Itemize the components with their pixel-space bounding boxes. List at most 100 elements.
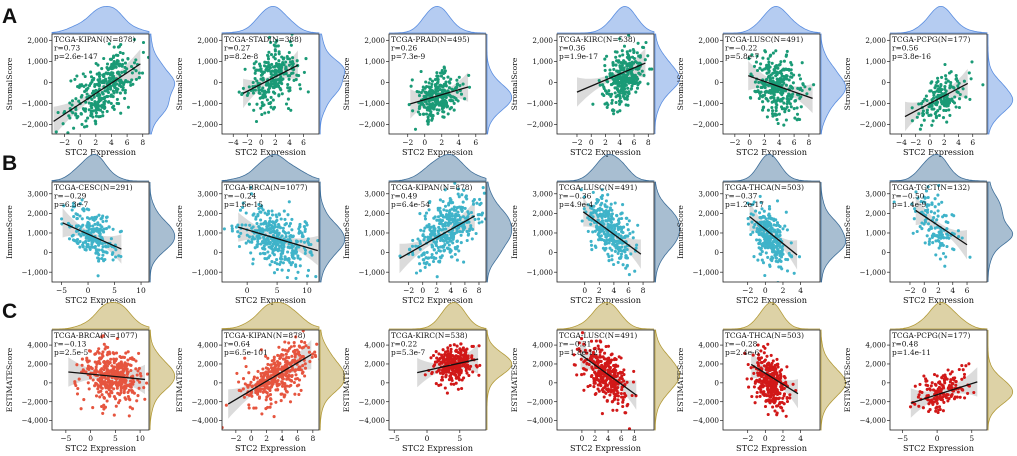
data-point (269, 366, 274, 370)
data-point (240, 223, 244, 227)
data-point (467, 367, 472, 371)
data-point (130, 390, 134, 394)
y-tick-label: −2,000 (358, 120, 385, 129)
data-point (251, 237, 256, 241)
data-point (603, 215, 607, 219)
data-point (605, 205, 609, 209)
data-point (109, 65, 113, 69)
data-point (447, 243, 451, 247)
data-point (423, 214, 427, 218)
data-point (80, 217, 84, 221)
data-point (957, 235, 961, 239)
y-tick-label: 0 (380, 78, 385, 87)
data-point (277, 345, 281, 349)
data-point (425, 261, 429, 265)
data-point (94, 119, 98, 124)
data-point (427, 99, 431, 103)
y-axis-label: ImmuneScore (843, 205, 852, 259)
data-point (252, 108, 256, 112)
data-point (932, 93, 936, 97)
y-tick-label: 3,000 (27, 189, 48, 198)
data-point (294, 373, 298, 377)
data-point (598, 83, 602, 87)
p-value: p=1.4e-9 (892, 200, 927, 209)
x-tick-label: 4 (798, 286, 803, 295)
data-point (449, 77, 453, 81)
correlation-r: r=0.49 (391, 192, 417, 201)
data-point (289, 43, 293, 47)
data-point (448, 375, 452, 379)
data-point (271, 98, 275, 102)
x-axis-label: STC2 Expression (402, 443, 474, 453)
data-point (287, 341, 291, 345)
data-point (455, 78, 459, 82)
data-point (454, 376, 458, 380)
data-point (291, 56, 295, 60)
data-point (85, 124, 89, 128)
data-point (298, 264, 302, 268)
data-point (109, 357, 113, 361)
data-point (81, 368, 85, 372)
row-label-a: A (2, 5, 17, 28)
data-point (265, 213, 269, 217)
data-point (612, 262, 616, 267)
x-axis-label: STC2 Expression (235, 443, 307, 453)
data-point (592, 204, 596, 208)
data-point (459, 342, 463, 346)
data-point (286, 245, 290, 249)
data-point (116, 53, 120, 57)
data-point (621, 225, 625, 229)
data-point (427, 256, 431, 260)
data-point (597, 78, 601, 83)
data-point (277, 223, 281, 227)
panel-title: TCGA-LUSC(N=491) (559, 183, 637, 192)
data-point (287, 63, 291, 67)
data-point (952, 86, 956, 90)
data-point (94, 251, 98, 255)
data-point (929, 89, 933, 93)
data-point (933, 205, 937, 209)
data-point (767, 213, 771, 217)
data-point (614, 63, 618, 67)
data-point (609, 83, 613, 87)
data-point (259, 348, 263, 352)
data-point (123, 96, 127, 100)
data-point (483, 217, 486, 221)
scatter-panel-10: TCGA-LUSC(N=491)r=−0.36p=4.9e-40 2 4 6 8−1,0… (510, 154, 681, 305)
data-point (441, 89, 445, 93)
data-point (762, 209, 766, 213)
data-point (437, 248, 441, 253)
data-point (118, 371, 122, 375)
data-point (429, 113, 433, 117)
data-point (944, 77, 948, 81)
data-point (920, 221, 924, 225)
data-point (410, 78, 414, 82)
y-tick-label: 1,000 (698, 57, 719, 66)
data-point (271, 90, 276, 94)
data-point (107, 79, 112, 83)
data-point (432, 97, 436, 102)
data-point (254, 217, 258, 221)
data-point (421, 233, 425, 238)
data-point (636, 41, 640, 45)
data-point (466, 356, 470, 360)
data-point (267, 221, 271, 225)
data-point (940, 200, 944, 204)
data-point (261, 208, 265, 212)
data-point (290, 228, 294, 232)
data-point (290, 251, 294, 255)
data-point (98, 114, 102, 119)
data-point (91, 89, 95, 93)
x-tick-label: 6 (295, 434, 300, 443)
data-point (119, 388, 123, 392)
data-point (441, 106, 445, 110)
data-point (915, 115, 919, 119)
data-point (452, 382, 456, 386)
data-point (939, 228, 943, 232)
data-point (586, 216, 590, 220)
data-point (757, 96, 761, 101)
data-point (91, 229, 95, 233)
data-point (283, 223, 287, 227)
data-point (123, 396, 127, 400)
